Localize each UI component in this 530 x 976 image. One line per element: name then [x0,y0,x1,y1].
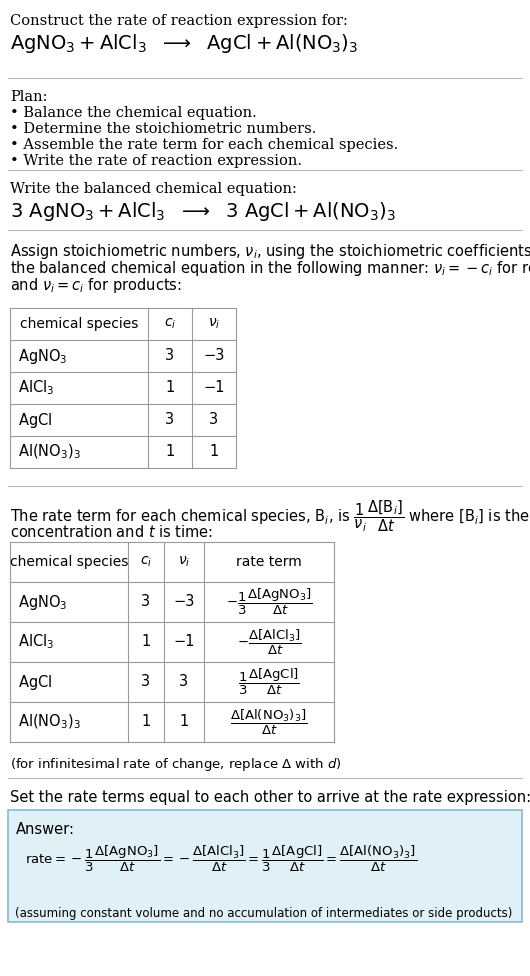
Text: • Balance the chemical equation.: • Balance the chemical equation. [10,106,257,120]
Text: $\mathrm{AgCl}$: $\mathrm{AgCl}$ [18,672,52,692]
Text: $-\dfrac{1}{3}\dfrac{\Delta[\mathrm{AgNO_3}]}{\Delta t}$: $-\dfrac{1}{3}\dfrac{\Delta[\mathrm{AgNO… [226,587,312,617]
Text: rate term: rate term [236,555,302,569]
Text: 1: 1 [179,714,189,729]
Text: 3: 3 [165,348,174,363]
Text: 3: 3 [209,413,218,427]
Text: $\mathrm{AlCl_3}$: $\mathrm{AlCl_3}$ [18,379,54,397]
Text: 1: 1 [165,444,174,460]
Text: 1: 1 [209,444,218,460]
Text: • Determine the stoichiometric numbers.: • Determine the stoichiometric numbers. [10,122,316,136]
Text: 3: 3 [142,594,151,609]
Text: $-\dfrac{\Delta[\mathrm{AlCl_3}]}{\Delta t}$: $-\dfrac{\Delta[\mathrm{AlCl_3}]}{\Delta… [237,628,301,657]
Text: $\mathrm{AgNO_3}$: $\mathrm{AgNO_3}$ [18,346,67,365]
Text: Assign stoichiometric numbers, $\nu_i$, using the stoichiometric coefficients, $: Assign stoichiometric numbers, $\nu_i$, … [10,242,530,261]
Text: Construct the rate of reaction expression for:: Construct the rate of reaction expressio… [10,14,348,28]
Text: $\mathregular{AgNO_3 + AlCl_3}$  $\longrightarrow$  $\mathregular{AgCl + Al(NO_3: $\mathregular{AgNO_3 + AlCl_3}$ $\longri… [10,32,358,55]
Text: • Write the rate of reaction expression.: • Write the rate of reaction expression. [10,154,302,168]
Text: 3: 3 [142,674,151,689]
Text: $\dfrac{1}{3}\dfrac{\Delta[\mathrm{AgCl}]}{\Delta t}$: $\dfrac{1}{3}\dfrac{\Delta[\mathrm{AgCl}… [238,667,300,697]
Text: Set the rate terms equal to each other to arrive at the rate expression:: Set the rate terms equal to each other t… [10,790,530,805]
Text: $\mathregular{3\ AgNO_3 + AlCl_3}$  $\longrightarrow$  $\mathregular{3\ AgCl + A: $\mathregular{3\ AgNO_3 + AlCl_3}$ $\lon… [10,200,396,223]
Text: $c_i$: $c_i$ [164,317,176,331]
Text: −1: −1 [203,381,225,395]
Text: 3: 3 [180,674,189,689]
Text: $\mathrm{rate} = -\dfrac{1}{3}\dfrac{\Delta[\mathrm{AgNO_3}]}{\Delta t} = -\dfra: $\mathrm{rate} = -\dfrac{1}{3}\dfrac{\De… [25,844,417,874]
Text: $\dfrac{\Delta[\mathrm{Al(NO_3)_3}]}{\Delta t}$: $\dfrac{\Delta[\mathrm{Al(NO_3)_3}]}{\De… [230,708,308,737]
Text: Write the balanced chemical equation:: Write the balanced chemical equation: [10,182,297,196]
Text: $\mathrm{AgNO_3}$: $\mathrm{AgNO_3}$ [18,592,67,612]
FancyBboxPatch shape [8,810,522,922]
Text: (for infinitesimal rate of change, replace $\Delta$ with $d$): (for infinitesimal rate of change, repla… [10,756,342,773]
Text: −3: −3 [173,594,195,609]
Text: chemical species: chemical species [10,555,128,569]
Text: (assuming constant volume and no accumulation of intermediates or side products): (assuming constant volume and no accumul… [15,907,513,920]
Text: 1: 1 [142,634,151,649]
Text: $c_i$: $c_i$ [140,554,152,569]
Text: $\mathrm{AlCl_3}$: $\mathrm{AlCl_3}$ [18,632,54,651]
Text: $\nu_i$: $\nu_i$ [208,317,220,331]
Text: Plan:: Plan: [10,90,48,104]
Text: $\nu_i$: $\nu_i$ [178,554,190,569]
Text: The rate term for each chemical species, $\mathrm{B}_i$, is $\dfrac{1}{\nu_i}\df: The rate term for each chemical species,… [10,498,530,534]
Text: the balanced chemical equation in the following manner: $\nu_i = -c_i$ for react: the balanced chemical equation in the fo… [10,259,530,278]
Text: $\mathrm{Al(NO_3)_3}$: $\mathrm{Al(NO_3)_3}$ [18,443,81,462]
Text: concentration and $t$ is time:: concentration and $t$ is time: [10,524,213,540]
Text: 1: 1 [165,381,174,395]
Text: $\mathrm{Al(NO_3)_3}$: $\mathrm{Al(NO_3)_3}$ [18,712,81,731]
Text: chemical species: chemical species [20,317,138,331]
Text: 3: 3 [165,413,174,427]
Text: 1: 1 [142,714,151,729]
Text: $\mathrm{AgCl}$: $\mathrm{AgCl}$ [18,411,52,429]
Text: −3: −3 [204,348,225,363]
Text: Answer:: Answer: [16,822,75,837]
Text: and $\nu_i = c_i$ for products:: and $\nu_i = c_i$ for products: [10,276,182,295]
Text: −1: −1 [173,634,195,649]
Text: • Assemble the rate term for each chemical species.: • Assemble the rate term for each chemic… [10,138,398,152]
